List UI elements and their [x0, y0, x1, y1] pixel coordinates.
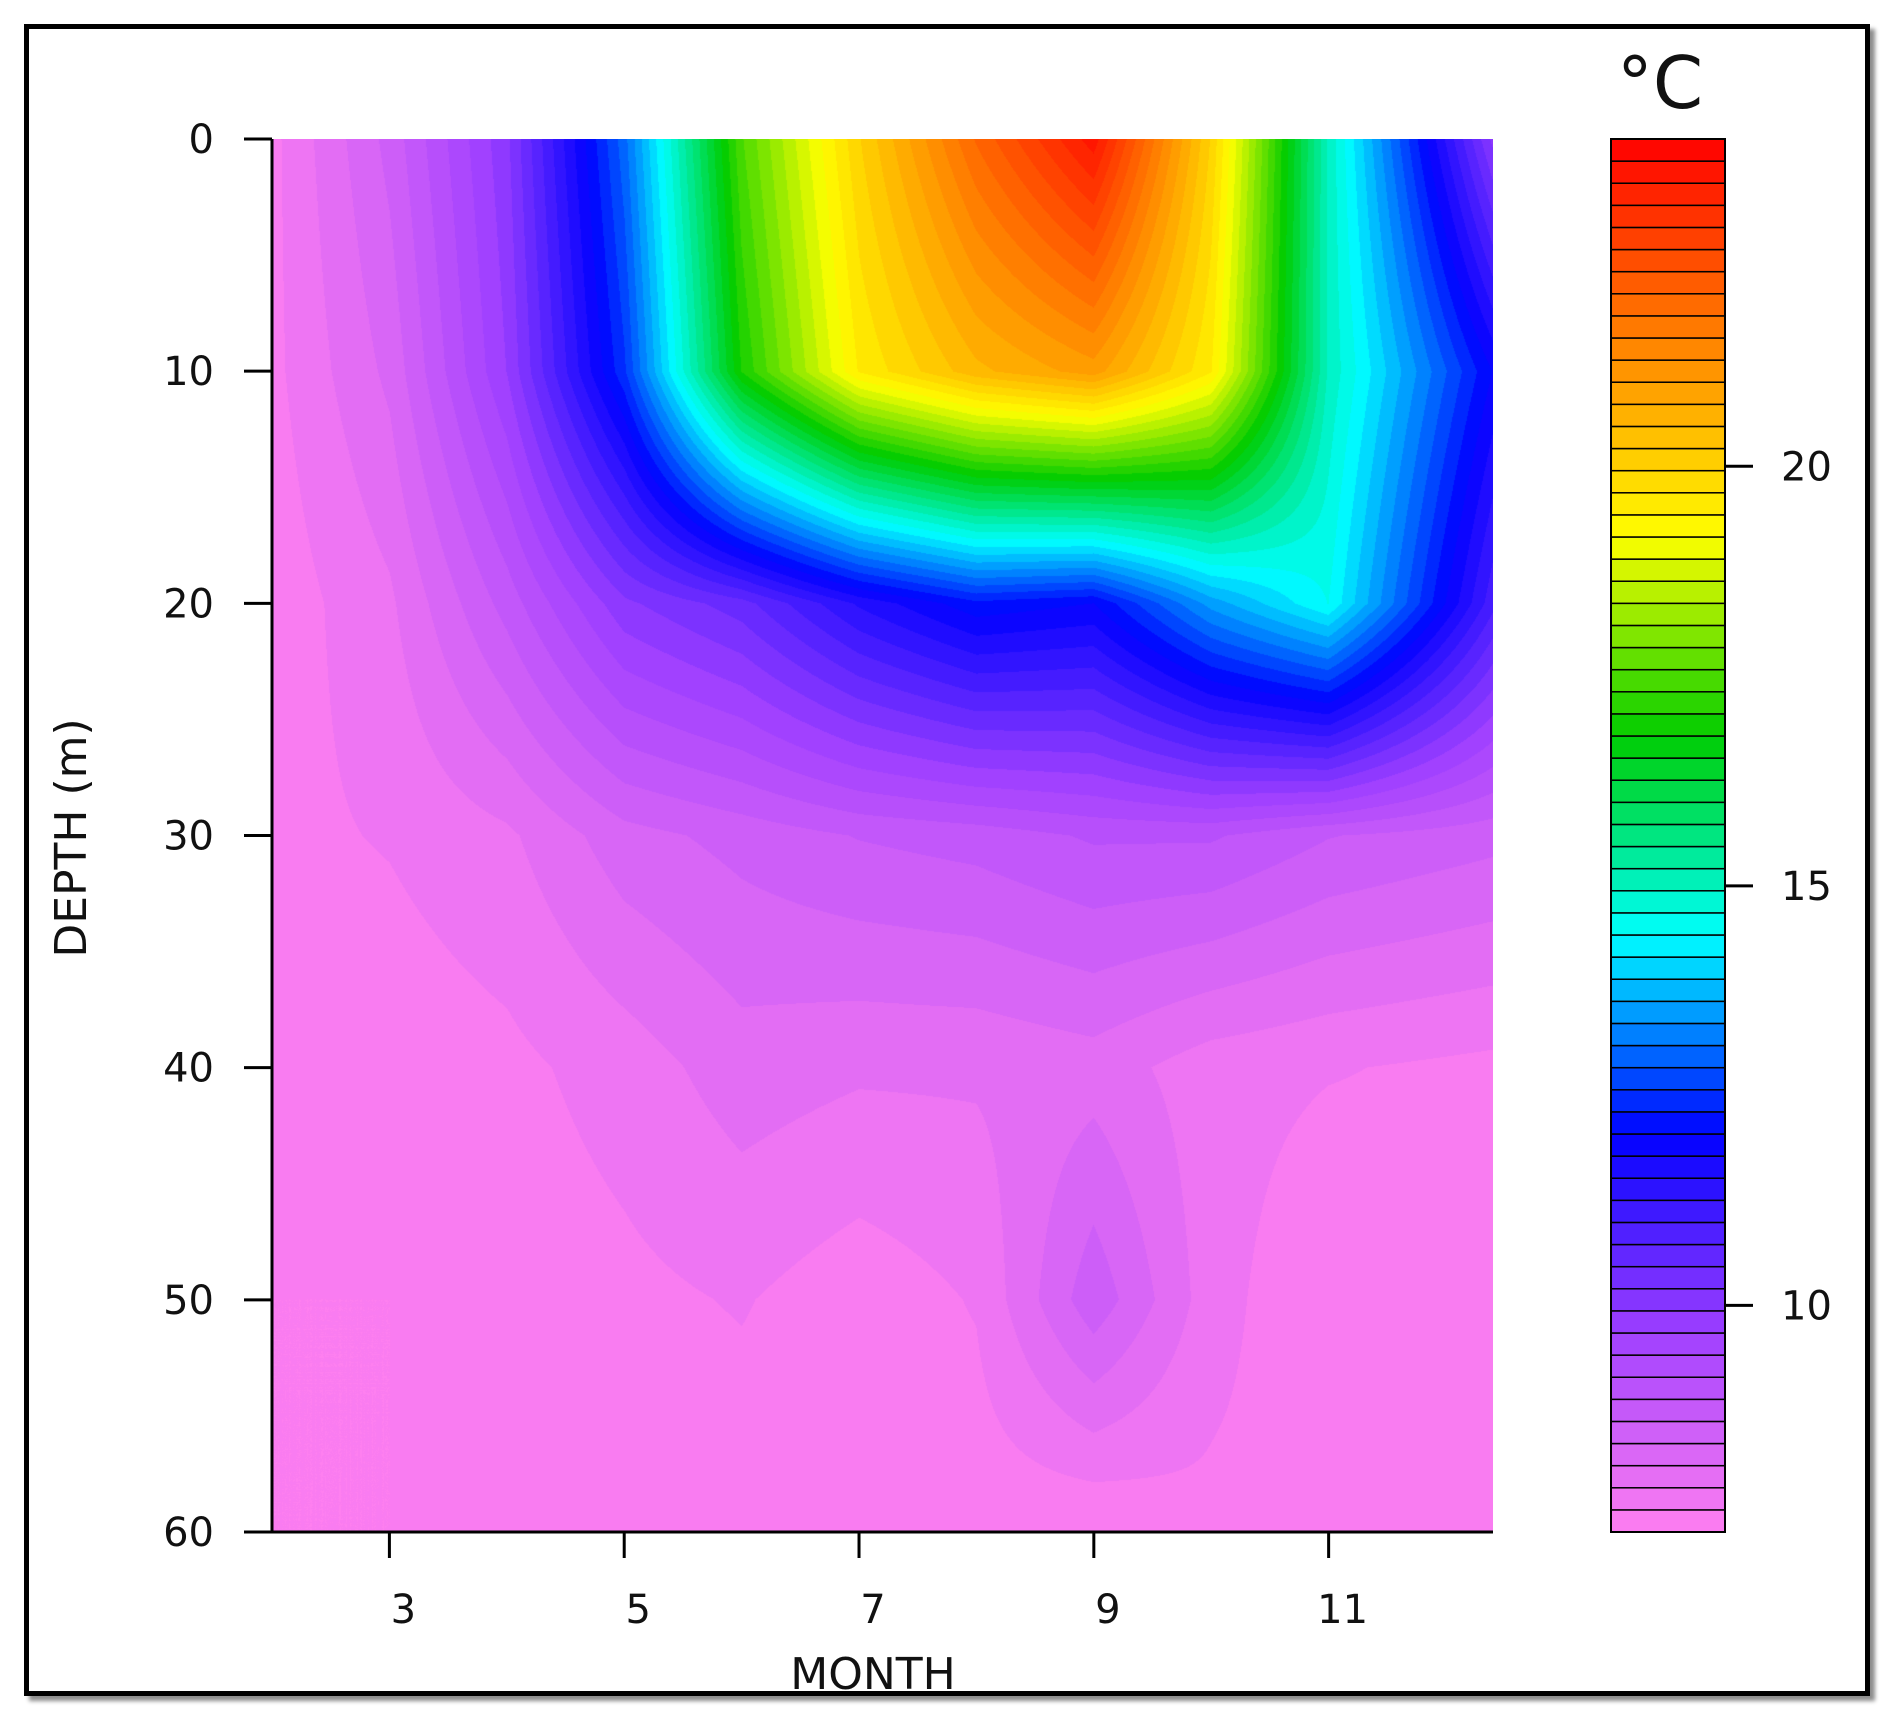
- colorbar-swatch: [1611, 559, 1725, 581]
- colorbar-swatch: [1611, 1399, 1725, 1421]
- colorbar-swatch: [1611, 1355, 1725, 1377]
- colorbar-swatch: [1611, 1421, 1725, 1443]
- colorbar-swatch: [1611, 1466, 1725, 1488]
- colorbar-swatch: [1611, 1134, 1725, 1156]
- y-tick-label: 0: [189, 117, 214, 163]
- x-axis: 3 5 7 9 11: [272, 1532, 1493, 1633]
- y-axis: 0 10 20 30 40 50 60: [163, 117, 272, 1556]
- colorbar-swatch: [1611, 272, 1725, 294]
- colorbar-swatch: [1611, 603, 1725, 625]
- colorbar-swatch: [1611, 625, 1725, 647]
- colorbar-swatch: [1611, 913, 1725, 935]
- colorbar-swatch: [1611, 1222, 1725, 1244]
- colorbar-swatch: [1611, 1510, 1725, 1532]
- colorbar-swatch: [1611, 1311, 1725, 1333]
- colorbar-swatch: [1611, 1023, 1725, 1045]
- colorbar-swatch: [1611, 847, 1725, 869]
- colorbar-swatch: [1611, 692, 1725, 714]
- colorbar-swatch: [1611, 1112, 1725, 1134]
- x-tick-label: 5: [625, 1587, 650, 1633]
- colorbar-swatch: [1611, 869, 1725, 891]
- colorbar-swatch: [1611, 736, 1725, 758]
- y-tick-label: 60: [163, 1510, 214, 1556]
- x-tick-label: 3: [391, 1587, 416, 1633]
- colorbar-swatch: [1611, 957, 1725, 979]
- y-tick-label: 30: [163, 814, 214, 860]
- colorbar-tick-label: 20: [1781, 444, 1832, 490]
- colorbar-swatch: [1611, 1068, 1725, 1090]
- colorbar-swatch: [1611, 802, 1725, 824]
- x-tick-label: 11: [1317, 1587, 1368, 1633]
- colorbar-swatch: [1611, 780, 1725, 802]
- colorbar-swatch: [1611, 758, 1725, 780]
- colorbar-swatch: [1611, 714, 1725, 736]
- colorbar-swatch: [1611, 670, 1725, 692]
- colorbar-swatch: [1611, 648, 1725, 670]
- colorbar-swatch: [1611, 1200, 1725, 1222]
- colorbar-swatch: [1611, 979, 1725, 1001]
- contour-fill: [272, 139, 1493, 1532]
- colorbar-swatch: [1611, 1333, 1725, 1355]
- colorbar-swatch: [1611, 537, 1725, 559]
- colorbar-swatch: [1611, 382, 1725, 404]
- colorbar-swatch: [1611, 1046, 1725, 1068]
- colorbar-swatch: [1611, 1090, 1725, 1112]
- colorbar-swatch: [1611, 1178, 1725, 1200]
- colorbar-tick-label: 10: [1781, 1283, 1832, 1329]
- colorbar-swatch: [1611, 1488, 1725, 1510]
- x-tick-label: 7: [860, 1587, 885, 1633]
- y-tick-label: 40: [163, 1046, 214, 1092]
- colorbar-tick-label: 15: [1781, 864, 1832, 910]
- y-tick-label: 10: [163, 349, 214, 395]
- colorbar-swatch: [1611, 449, 1725, 471]
- colorbar-swatch: [1611, 1267, 1725, 1289]
- colorbar-swatch: [1611, 515, 1725, 537]
- colorbar-swatch: [1611, 1444, 1725, 1466]
- x-axis-title: MONTH: [790, 1649, 955, 1700]
- colorbar-swatch: [1611, 493, 1725, 515]
- y-tick-label: 50: [163, 1278, 214, 1324]
- colorbar-swatch: [1611, 360, 1725, 382]
- colorbar-swatch: [1611, 1289, 1725, 1311]
- colorbar-swatch: [1611, 338, 1725, 360]
- colorbar-swatch: [1611, 161, 1725, 183]
- colorbar-swatch: [1611, 139, 1725, 161]
- colorbar-swatch: [1611, 316, 1725, 338]
- colorbar-swatch: [1611, 1245, 1725, 1267]
- y-tick-label: 20: [163, 581, 214, 627]
- colorbar-swatch: [1611, 227, 1725, 249]
- colorbar-title: °C: [1617, 41, 1703, 125]
- plot-area: [272, 139, 1493, 1532]
- colorbar-swatch: [1611, 824, 1725, 846]
- colorbar-swatch: [1611, 250, 1725, 272]
- colorbar-swatch: [1611, 205, 1725, 227]
- colorbar: 10 15 20: [1611, 139, 1832, 1532]
- colorbar-swatch: [1611, 294, 1725, 316]
- colorbar-swatch: [1611, 183, 1725, 205]
- colorbar-swatch: [1611, 891, 1725, 913]
- colorbar-swatch: [1611, 471, 1725, 493]
- colorbar-swatch: [1611, 1156, 1725, 1178]
- colorbar-swatch: [1611, 1377, 1725, 1399]
- colorbar-swatch: [1611, 426, 1725, 448]
- colorbar-swatch: [1611, 581, 1725, 603]
- y-axis-title: DEPTH (m): [46, 718, 97, 957]
- x-tick-label: 9: [1095, 1587, 1120, 1633]
- colorbar-swatch: [1611, 935, 1725, 957]
- colorbar-swatch: [1611, 1001, 1725, 1023]
- colorbar-swatch: [1611, 404, 1725, 426]
